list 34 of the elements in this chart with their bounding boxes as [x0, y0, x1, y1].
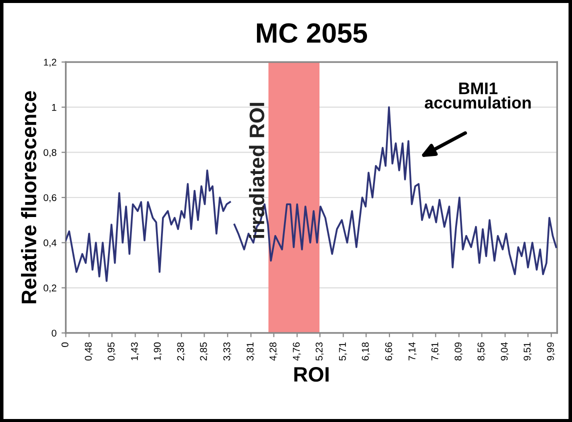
- x-tick-label: 1,43: [131, 342, 140, 360]
- y-tick-label: 0,4: [44, 239, 56, 248]
- x-tick-label: 1,90: [154, 342, 162, 360]
- x-tick-label: 8,56: [478, 342, 486, 360]
- x-tick-label: 0,48: [84, 342, 93, 361]
- x-tick-label: 4,76: [292, 342, 301, 361]
- x-tick-label: 2,38: [177, 342, 186, 360]
- x-tick-label: 5,23: [316, 342, 324, 361]
- x-tick-label: 9,51: [524, 342, 532, 360]
- x-tick-label: 8,09: [454, 342, 463, 360]
- y-tick-label: 0: [52, 330, 56, 337]
- y-tick-label: 1,2: [44, 58, 56, 67]
- band-label: irradiated ROI: [249, 102, 264, 238]
- y-tick-label: 0,2: [44, 284, 56, 293]
- x-tick-label: 6,66: [385, 342, 394, 360]
- x-tick-label: 0: [62, 342, 68, 348]
- x-tick-label: 3,81: [246, 342, 255, 361]
- y-tick-label: 0,8: [44, 149, 56, 158]
- x-tick-label: 9,04: [500, 342, 509, 360]
- y-tick-label: 0,6: [44, 194, 56, 202]
- x-tick-label: 9,99: [547, 342, 556, 360]
- x-tick-label: 2,85: [200, 342, 208, 360]
- y-tick-label: 1: [52, 104, 56, 111]
- y-axis-title: Relative fluorescence: [21, 91, 36, 304]
- x-tick-label: 5,71: [339, 342, 348, 361]
- x-tick-label: 7,14: [408, 342, 417, 360]
- x-axis-title: ROI: [294, 367, 329, 382]
- x-tick-label: 7,61: [431, 342, 440, 360]
- annotation: BMI1 accumulation: [424, 82, 531, 109]
- chart-title: MC 2055: [256, 23, 368, 43]
- x-tick-label: 6,18: [362, 342, 370, 360]
- x-tick-label: 0,95: [108, 342, 116, 361]
- x-tick-label: 4,28: [270, 342, 278, 361]
- x-tick-label: 3,33: [223, 342, 232, 361]
